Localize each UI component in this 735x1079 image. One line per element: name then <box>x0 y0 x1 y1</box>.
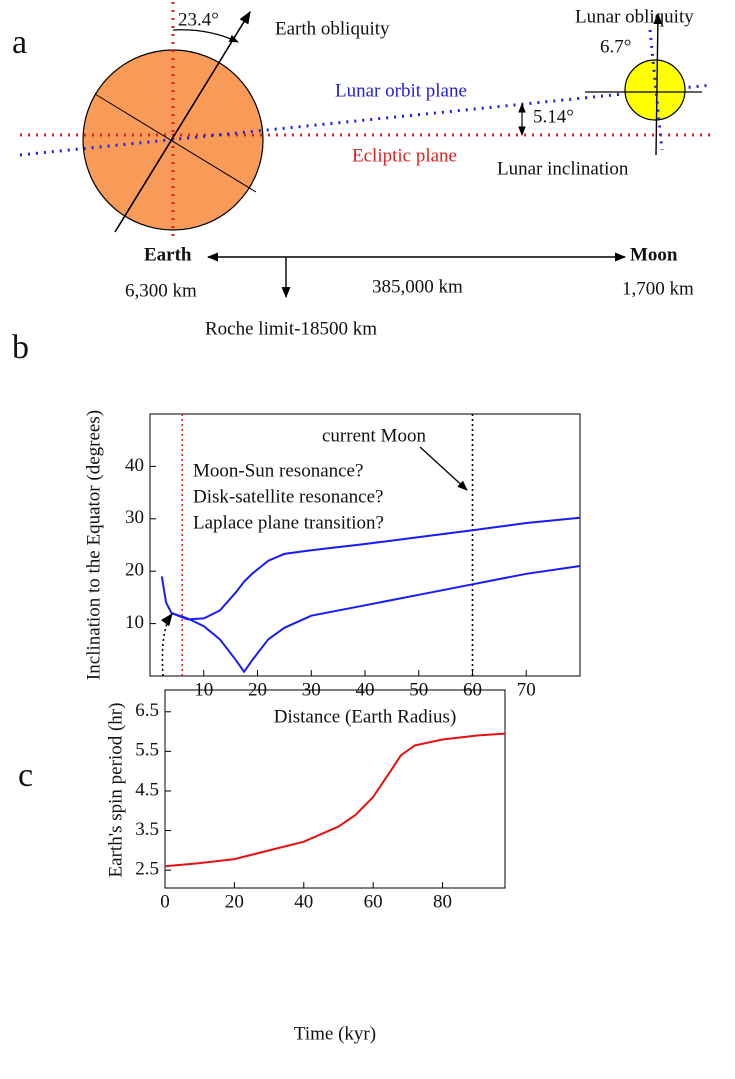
label: Earth <box>144 244 192 265</box>
earth-axis <box>114 10 251 233</box>
label: Ecliptic plane <box>352 145 457 166</box>
plot-frame <box>164 689 506 889</box>
angle-label: 6.7° <box>600 36 631 57</box>
y-tick-label: 6.5 <box>135 700 159 721</box>
x-tick-label: 60 <box>364 891 383 912</box>
diagram: 23.4° Earth obliquity Lunar obliquity 6.… <box>19 2 713 339</box>
angle-label: 23.4° <box>178 9 219 30</box>
y-tick-label: 10 <box>125 612 144 633</box>
label: 385,000 km <box>372 276 463 297</box>
x-tick-label: 40 <box>294 891 313 912</box>
pointer-arrow <box>160 612 173 677</box>
series-line <box>171 565 581 674</box>
moon-axis <box>653 12 663 156</box>
y-tick-label: 20 <box>125 560 144 581</box>
obliquity-arc <box>172 29 239 43</box>
x-axis-label: Distance (Earth Radius) <box>274 706 457 727</box>
series-line <box>164 732 506 868</box>
y-tick-label: 40 <box>125 455 144 476</box>
y-tick-label: 4.5 <box>135 779 159 800</box>
annotation: Disk-satellite resonance? <box>193 486 383 507</box>
y-axis-label: Earth's spin period (hr) <box>105 703 126 878</box>
x-tick-label: 70 <box>517 679 536 700</box>
annotation: Laplace plane transition? <box>193 512 384 533</box>
panel-label: a <box>12 24 27 61</box>
y-tick-label: 5.5 <box>135 740 159 761</box>
annotation: current Moon <box>322 425 426 446</box>
label: Roche limit-18500 km <box>205 318 377 339</box>
x-tick-label: 0 <box>160 891 170 912</box>
label: Lunar inclination <box>497 158 629 179</box>
label: Earth obliquity <box>275 18 390 39</box>
label: Lunar obliquity <box>575 6 694 27</box>
x-tick-label: 80 <box>433 891 452 912</box>
panel-label: b <box>12 329 29 366</box>
panel-label: c <box>18 757 33 794</box>
annotation: Moon-Sun resonance? <box>193 460 363 481</box>
moon-disk <box>624 59 686 121</box>
earth-equator <box>94 93 257 193</box>
x-tick-label: 20 <box>225 891 244 912</box>
y-tick-label: 3.5 <box>135 819 159 840</box>
label: Lunar orbit plane <box>335 80 467 101</box>
label: 6,300 km <box>125 280 197 301</box>
label: 1,700 km <box>622 278 694 299</box>
y-tick-label: 30 <box>125 507 144 528</box>
label: Moon <box>630 244 678 265</box>
angle-label: 5.14° <box>533 106 574 127</box>
y-axis-label: Inclination to the Equator (degrees) <box>83 410 104 680</box>
x-axis-label: Time (kyr) <box>294 1023 376 1044</box>
y-tick-label: 2.5 <box>135 859 159 880</box>
pointer-arrow <box>419 446 468 491</box>
